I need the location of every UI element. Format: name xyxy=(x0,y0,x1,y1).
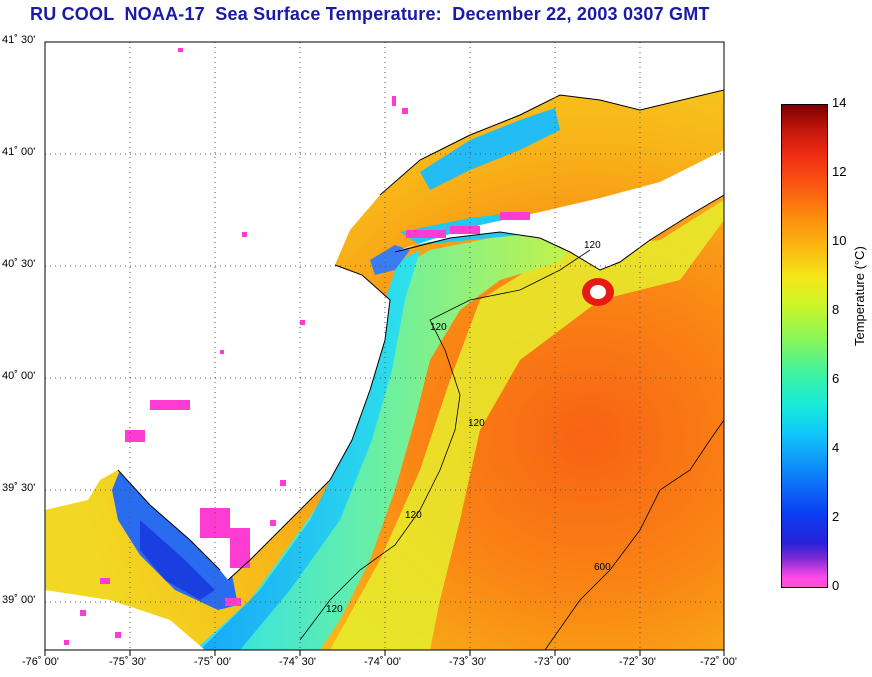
lon-label: -76˚ 00' xyxy=(22,656,59,668)
colorbar-tick: 8 xyxy=(832,302,840,317)
contour-label: 120 xyxy=(326,604,343,615)
colorbar-tick: 4 xyxy=(832,440,840,455)
lon-label: -75˚ 30' xyxy=(109,656,146,668)
lon-label: -75˚ 00' xyxy=(194,656,231,668)
colorbar-tick: 10 xyxy=(832,233,847,248)
lat-label: 39˚ 30' xyxy=(2,482,36,494)
lat-label: 40˚ 00' xyxy=(2,370,36,382)
lon-label: -73˚ 30' xyxy=(449,656,486,668)
colorbar-tick: 0 xyxy=(832,578,840,593)
lon-label: -74˚ 30' xyxy=(279,656,316,668)
colorbar-tick: 12 xyxy=(832,164,847,179)
contour-label: 120 xyxy=(584,240,601,251)
colorbar-tick: 6 xyxy=(832,371,840,386)
colorbar-tick: 14 xyxy=(832,95,847,110)
contour-label: 120 xyxy=(430,322,447,333)
map-title: RU COOL NOAA-17 Sea Surface Temperature:… xyxy=(30,4,710,24)
lon-label: -73˚ 00' xyxy=(534,656,571,668)
contour-label: 120 xyxy=(405,510,422,521)
colorbar-label: Temperature (°C) xyxy=(852,246,867,346)
lon-label: -72˚ 30' xyxy=(619,656,656,668)
graticule xyxy=(45,42,724,650)
lat-label: 39˚ 00' xyxy=(2,594,36,606)
lat-label: 40˚ 30' xyxy=(2,258,36,270)
lon-label: -74˚ 00' xyxy=(364,656,401,668)
contour-label: 600 xyxy=(594,562,611,573)
lat-label: 41˚ 30' xyxy=(2,34,36,46)
colorbar-tick: 2 xyxy=(832,509,840,524)
lon-label: -72˚ 00' xyxy=(700,656,737,668)
temperature-colorbar xyxy=(781,104,828,588)
contour-label: 120 xyxy=(468,418,485,429)
lat-label: 41˚ 00' xyxy=(2,146,36,158)
sst-field xyxy=(45,42,724,650)
